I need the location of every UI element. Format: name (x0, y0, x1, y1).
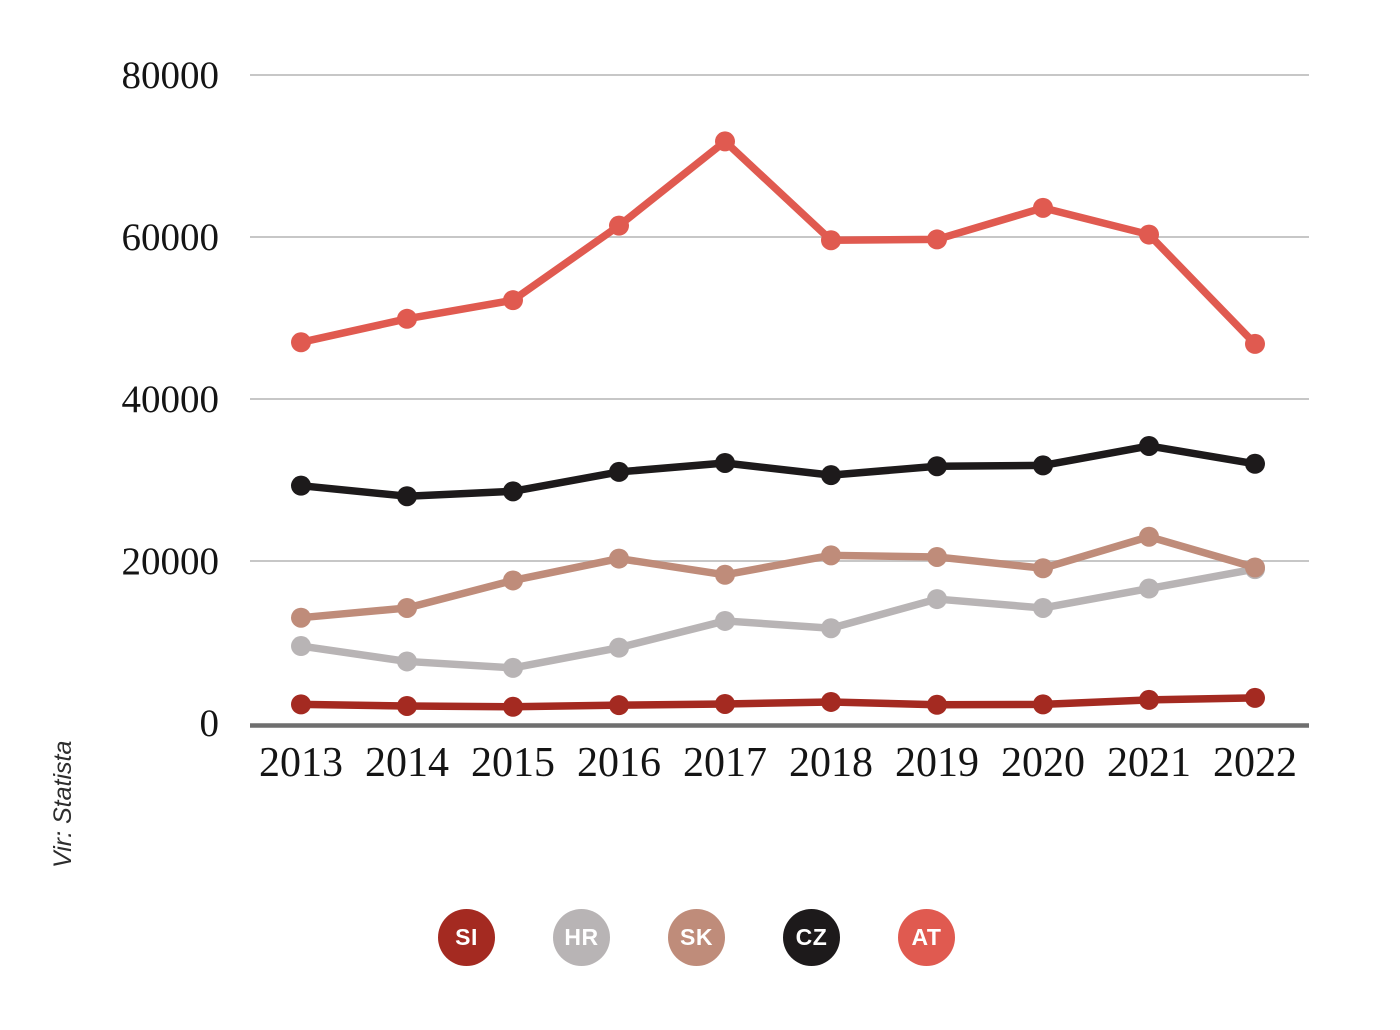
legend-badge-hr: HR (553, 909, 610, 966)
data-point-SI-2021 (1139, 689, 1159, 710)
data-point-SK-2022 (1245, 557, 1265, 578)
data-point-HR-2014 (397, 651, 417, 672)
data-point-HR-2013 (291, 636, 311, 657)
data-point-SK-2014 (397, 597, 417, 618)
data-point-AT-2020 (1033, 197, 1053, 218)
series-HR (291, 559, 1265, 678)
x-tick-label: 2018 (789, 740, 873, 786)
chart-legend: SI HR SK CZ AT (438, 909, 955, 966)
data-point-SK-2016 (609, 548, 629, 569)
data-point-HR-2018 (821, 618, 841, 639)
data-point-SI-2016 (609, 695, 629, 716)
data-point-SK-2013 (291, 607, 311, 628)
data-point-SK-2020 (1033, 558, 1053, 579)
data-point-CZ-2015 (503, 481, 523, 502)
series-line-HR (297, 565, 1259, 672)
data-point-HR-2020 (1033, 597, 1053, 618)
y-tick-label: 20000 (122, 540, 220, 583)
data-point-SK-2015 (503, 570, 523, 591)
legend-label-si: SI (455, 924, 478, 950)
x-tick-label: 2022 (1213, 740, 1297, 786)
data-point-SI-2022 (1245, 687, 1265, 708)
data-point-AT-2017 (715, 131, 735, 152)
data-point-HR-2017 (715, 610, 735, 631)
data-point-CZ-2014 (397, 486, 417, 507)
series-line-SK (297, 532, 1259, 622)
data-point-AT-2021 (1139, 224, 1159, 245)
data-point-AT-2013 (291, 332, 311, 353)
data-point-CZ-2019 (927, 456, 947, 477)
series-AT (291, 131, 1265, 354)
legend-label-cz: CZ (795, 924, 828, 950)
data-point-SK-2018 (821, 545, 841, 566)
data-point-SI-2020 (1033, 694, 1053, 715)
y-axis-labels: 0 20000 40000 60000 80000 (122, 54, 220, 745)
x-axis-labels: 2013 2014 2015 2016 2017 2018 2019 2020 2021 2022 (259, 740, 1297, 786)
x-tick-label: 2015 (471, 740, 555, 786)
series-line-AT (297, 137, 1259, 348)
legend-badge-cz: CZ (783, 909, 840, 966)
series-line-SI (297, 694, 1259, 711)
data-point-HR-2016 (609, 637, 629, 658)
legend-badge-si: SI (438, 909, 495, 966)
x-tick-label: 2021 (1107, 740, 1191, 786)
data-point-SI-2014 (397, 695, 417, 716)
data-point-AT-2014 (397, 308, 417, 329)
x-tick-label: 2013 (259, 740, 343, 786)
data-point-CZ-2021 (1139, 435, 1159, 456)
data-point-HR-2015 (503, 657, 523, 678)
data-point-SK-2017 (715, 564, 735, 585)
data-point-AT-2015 (503, 290, 523, 311)
data-point-SI-2018 (821, 691, 841, 712)
data-point-HR-2019 (927, 589, 947, 610)
data-point-HR-2021 (1139, 578, 1159, 599)
data-point-SK-2019 (927, 546, 947, 567)
x-tick-label: 2020 (1001, 740, 1085, 786)
legend-badge-at: AT (898, 909, 955, 966)
data-point-CZ-2013 (291, 475, 311, 496)
legend-label-sk: SK (680, 924, 713, 950)
data-point-CZ-2016 (609, 461, 629, 482)
x-tick-label: 2014 (365, 740, 449, 786)
data-point-CZ-2018 (821, 465, 841, 486)
data-point-SI-2019 (927, 694, 947, 715)
legend-label-at: AT (911, 924, 942, 950)
y-tick-label: 40000 (122, 378, 220, 421)
y-tick-label: 80000 (122, 54, 220, 97)
data-point-AT-2019 (927, 229, 947, 250)
data-point-SI-2013 (291, 694, 311, 715)
data-point-AT-2022 (1245, 333, 1265, 354)
series-CZ (291, 435, 1265, 507)
x-tick-label: 2019 (895, 740, 979, 786)
y-tick-label: 0 (200, 702, 220, 745)
data-point-AT-2016 (609, 215, 629, 236)
y-tick-label: 60000 (122, 216, 220, 259)
data-point-CZ-2017 (715, 452, 735, 473)
x-tick-label: 2017 (683, 740, 767, 786)
x-tick-label: 2016 (577, 740, 661, 786)
data-point-AT-2018 (821, 230, 841, 251)
source-label: Vir: Statista (49, 740, 77, 868)
legend-badge-sk: SK (668, 909, 725, 966)
data-point-SI-2017 (715, 693, 735, 714)
legend-label-hr: HR (564, 924, 599, 950)
data-point-CZ-2020 (1033, 455, 1053, 476)
data-point-SI-2015 (503, 696, 523, 717)
series-SI (291, 687, 1265, 717)
data-point-SK-2021 (1139, 526, 1159, 547)
data-point-CZ-2022 (1245, 453, 1265, 474)
series-line-CZ (297, 442, 1259, 500)
series-SK (291, 526, 1265, 628)
